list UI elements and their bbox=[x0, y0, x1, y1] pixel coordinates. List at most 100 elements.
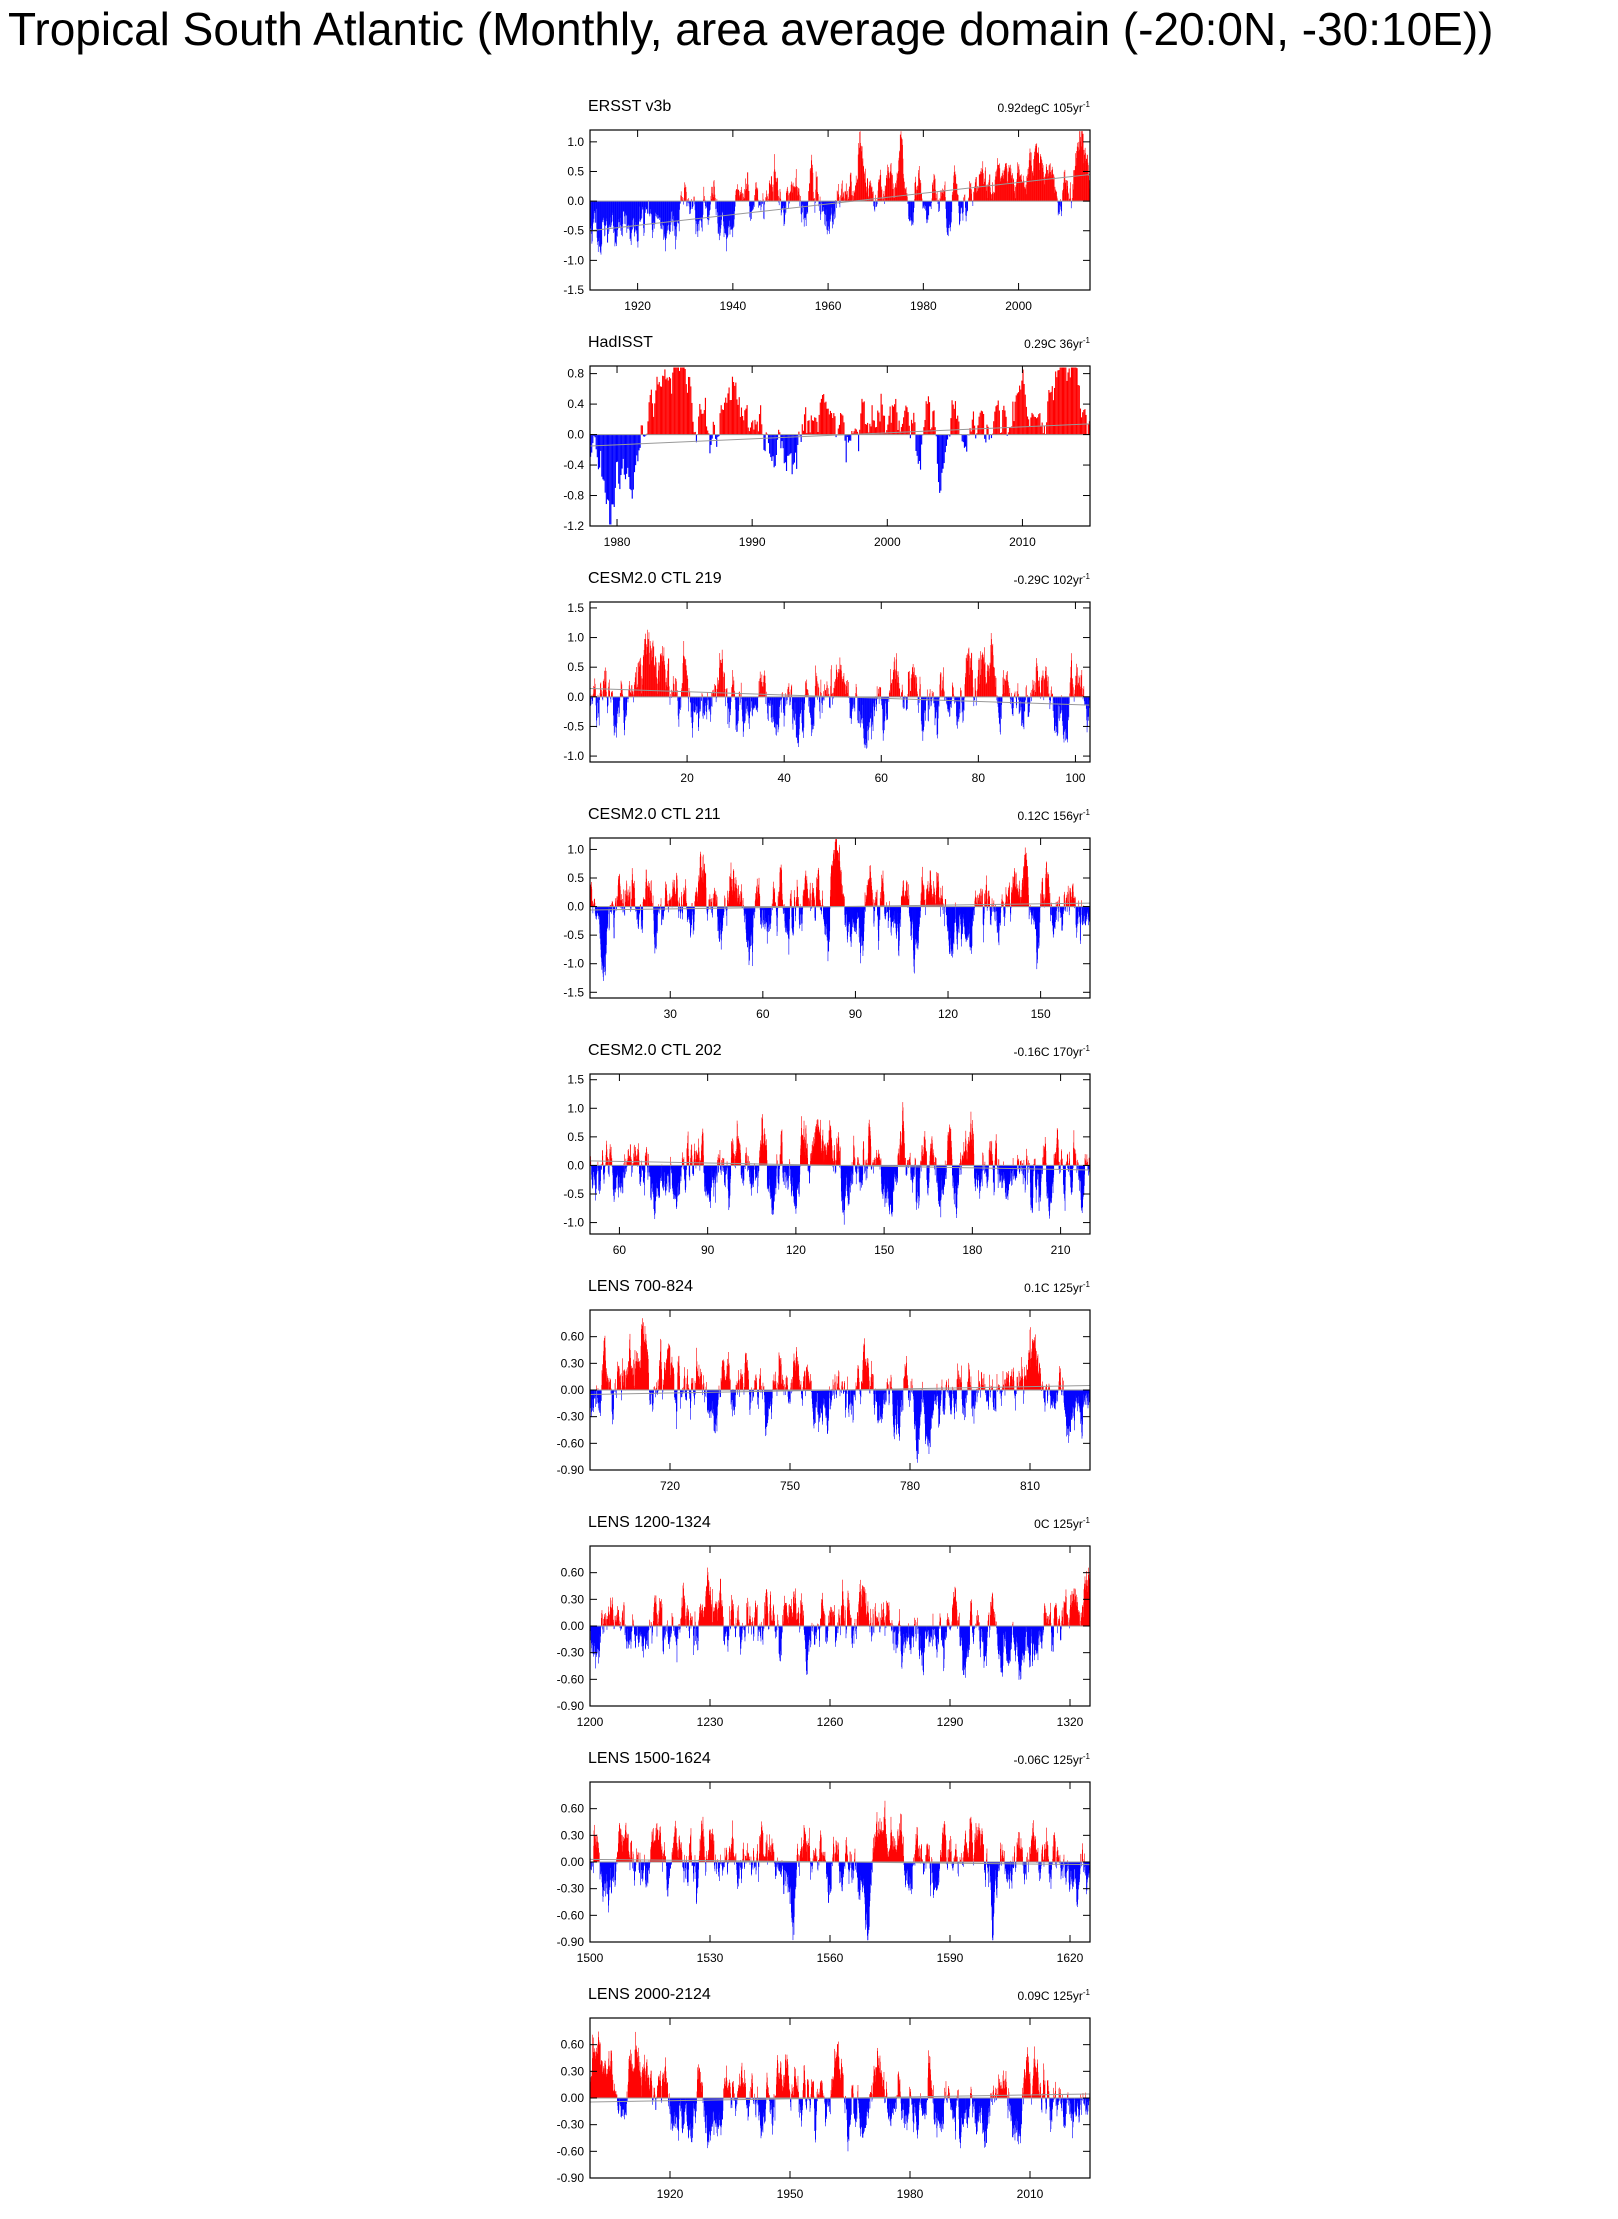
positive-anomaly-bar bbox=[977, 689, 978, 697]
negative-anomaly-bar bbox=[825, 201, 826, 215]
negative-anomaly-bar bbox=[679, 696, 681, 699]
negative-anomaly-bar bbox=[1087, 696, 1088, 727]
positive-anomaly-bar bbox=[611, 692, 613, 697]
positive-anomaly-bar bbox=[681, 683, 683, 697]
negative-anomaly-bar bbox=[623, 696, 625, 736]
negative-anomaly-bar bbox=[707, 906, 708, 921]
negative-anomaly-bar bbox=[702, 201, 703, 218]
negative-anomaly-bar bbox=[643, 201, 645, 236]
negative-anomaly-bar bbox=[629, 201, 631, 240]
negative-anomaly-bar bbox=[817, 696, 818, 700]
positive-anomaly-bar bbox=[882, 199, 884, 202]
positive-anomaly-bar bbox=[907, 412, 909, 435]
negative-anomaly-bar bbox=[678, 696, 679, 720]
positive-anomaly-bar bbox=[685, 187, 686, 202]
negative-anomaly-bar bbox=[616, 906, 617, 911]
positive-anomaly-bar bbox=[604, 670, 605, 697]
positive-anomaly-bar bbox=[899, 150, 900, 202]
negative-anomaly-bar bbox=[911, 201, 913, 222]
positive-anomaly-bar bbox=[795, 169, 797, 202]
negative-anomaly-bar bbox=[971, 906, 973, 946]
positive-anomaly-bar bbox=[769, 183, 771, 202]
positive-anomaly-bar bbox=[816, 176, 818, 202]
negative-anomaly-bar bbox=[829, 201, 831, 220]
negative-anomaly-bar bbox=[606, 696, 608, 707]
negative-anomaly-bar bbox=[626, 696, 628, 716]
positive-anomaly-bar bbox=[650, 645, 651, 697]
negative-anomaly-bar bbox=[786, 696, 788, 705]
negative-anomaly-bar bbox=[1054, 696, 1056, 733]
positive-anomaly-bar bbox=[933, 886, 935, 907]
positive-anomaly-bar bbox=[731, 687, 732, 697]
positive-anomaly-bar bbox=[678, 897, 680, 907]
negative-anomaly-bar bbox=[887, 906, 889, 928]
positive-anomaly-bar bbox=[735, 883, 736, 907]
positive-anomaly-bar bbox=[778, 196, 780, 202]
positive-anomaly-bar bbox=[880, 892, 881, 907]
positive-anomaly-bar bbox=[857, 179, 858, 202]
negative-anomaly-bar bbox=[741, 696, 743, 710]
positive-anomaly-bar bbox=[970, 431, 972, 435]
negative-anomaly-bar bbox=[857, 906, 858, 919]
negative-anomaly-bar bbox=[651, 201, 653, 230]
negative-anomaly-bar bbox=[726, 201, 728, 238]
positive-anomaly-bar bbox=[793, 187, 795, 202]
positive-anomaly-bar bbox=[762, 193, 764, 202]
positive-anomaly-bar bbox=[1077, 142, 1078, 202]
positive-anomaly-bar bbox=[712, 186, 713, 202]
positive-anomaly-bar bbox=[593, 692, 595, 697]
negative-anomaly-bar bbox=[690, 201, 691, 214]
positive-anomaly-bar bbox=[819, 899, 821, 907]
positive-anomaly-bar bbox=[968, 187, 970, 202]
positive-anomaly-bar bbox=[984, 664, 986, 697]
negative-anomaly-bar bbox=[932, 696, 933, 699]
negative-anomaly-bar bbox=[602, 696, 604, 701]
negative-anomaly-bar bbox=[818, 696, 820, 703]
negative-anomaly-bar bbox=[1063, 906, 1065, 910]
positive-anomaly-bar bbox=[848, 681, 849, 697]
negative-anomaly-bar bbox=[698, 696, 700, 719]
positive-anomaly-bar bbox=[975, 690, 977, 697]
negative-anomaly-bar bbox=[829, 201, 830, 234]
negative-anomaly-bar bbox=[642, 906, 644, 920]
positive-anomaly-bar bbox=[856, 182, 857, 202]
negative-anomaly-bar bbox=[944, 906, 945, 927]
positive-anomaly-bar bbox=[655, 390, 657, 435]
negative-anomaly-bar bbox=[800, 696, 801, 714]
negative-anomaly-bar bbox=[821, 906, 823, 912]
negative-anomaly-bar bbox=[1080, 906, 1081, 944]
negative-anomaly-bar bbox=[1061, 696, 1063, 711]
positive-anomaly-bar bbox=[970, 658, 971, 697]
negative-anomaly-bar bbox=[639, 434, 641, 448]
positive-anomaly-bar bbox=[968, 648, 969, 697]
negative-anomaly-bar bbox=[934, 696, 936, 726]
positive-anomaly-bar bbox=[899, 688, 901, 697]
positive-anomaly-bar bbox=[651, 893, 652, 907]
positive-anomaly-bar bbox=[895, 182, 896, 202]
positive-anomaly-bar bbox=[1015, 395, 1017, 435]
negative-anomaly-bar bbox=[761, 201, 763, 204]
positive-anomaly-bar bbox=[686, 670, 687, 697]
positive-anomaly-bar bbox=[1044, 176, 1046, 202]
negative-anomaly-bar bbox=[803, 201, 805, 220]
negative-anomaly-bar bbox=[797, 696, 799, 741]
positive-anomaly-bar bbox=[723, 676, 725, 697]
negative-anomaly-bar bbox=[1082, 906, 1084, 922]
positive-anomaly-bar bbox=[636, 687, 638, 697]
negative-anomaly-bar bbox=[607, 201, 609, 227]
positive-anomaly-bar bbox=[638, 666, 640, 697]
negative-anomaly-bar bbox=[641, 201, 643, 219]
negative-anomaly-bar bbox=[623, 696, 625, 723]
positive-anomaly-bar bbox=[665, 689, 666, 697]
negative-anomaly-bar bbox=[874, 906, 876, 912]
negative-anomaly-bar bbox=[631, 434, 633, 499]
negative-anomaly-bar bbox=[657, 906, 659, 911]
positive-anomaly-bar bbox=[1026, 416, 1029, 435]
negative-anomaly-bar bbox=[885, 906, 887, 917]
panel-title: CESM2.0 CTL 219 bbox=[588, 570, 722, 587]
positive-anomaly-bar bbox=[788, 687, 789, 697]
negative-anomaly-bar bbox=[1000, 696, 1001, 735]
negative-anomaly-bar bbox=[779, 696, 781, 705]
positive-anomaly-bar bbox=[791, 684, 793, 697]
negative-anomaly-bar bbox=[803, 201, 805, 227]
